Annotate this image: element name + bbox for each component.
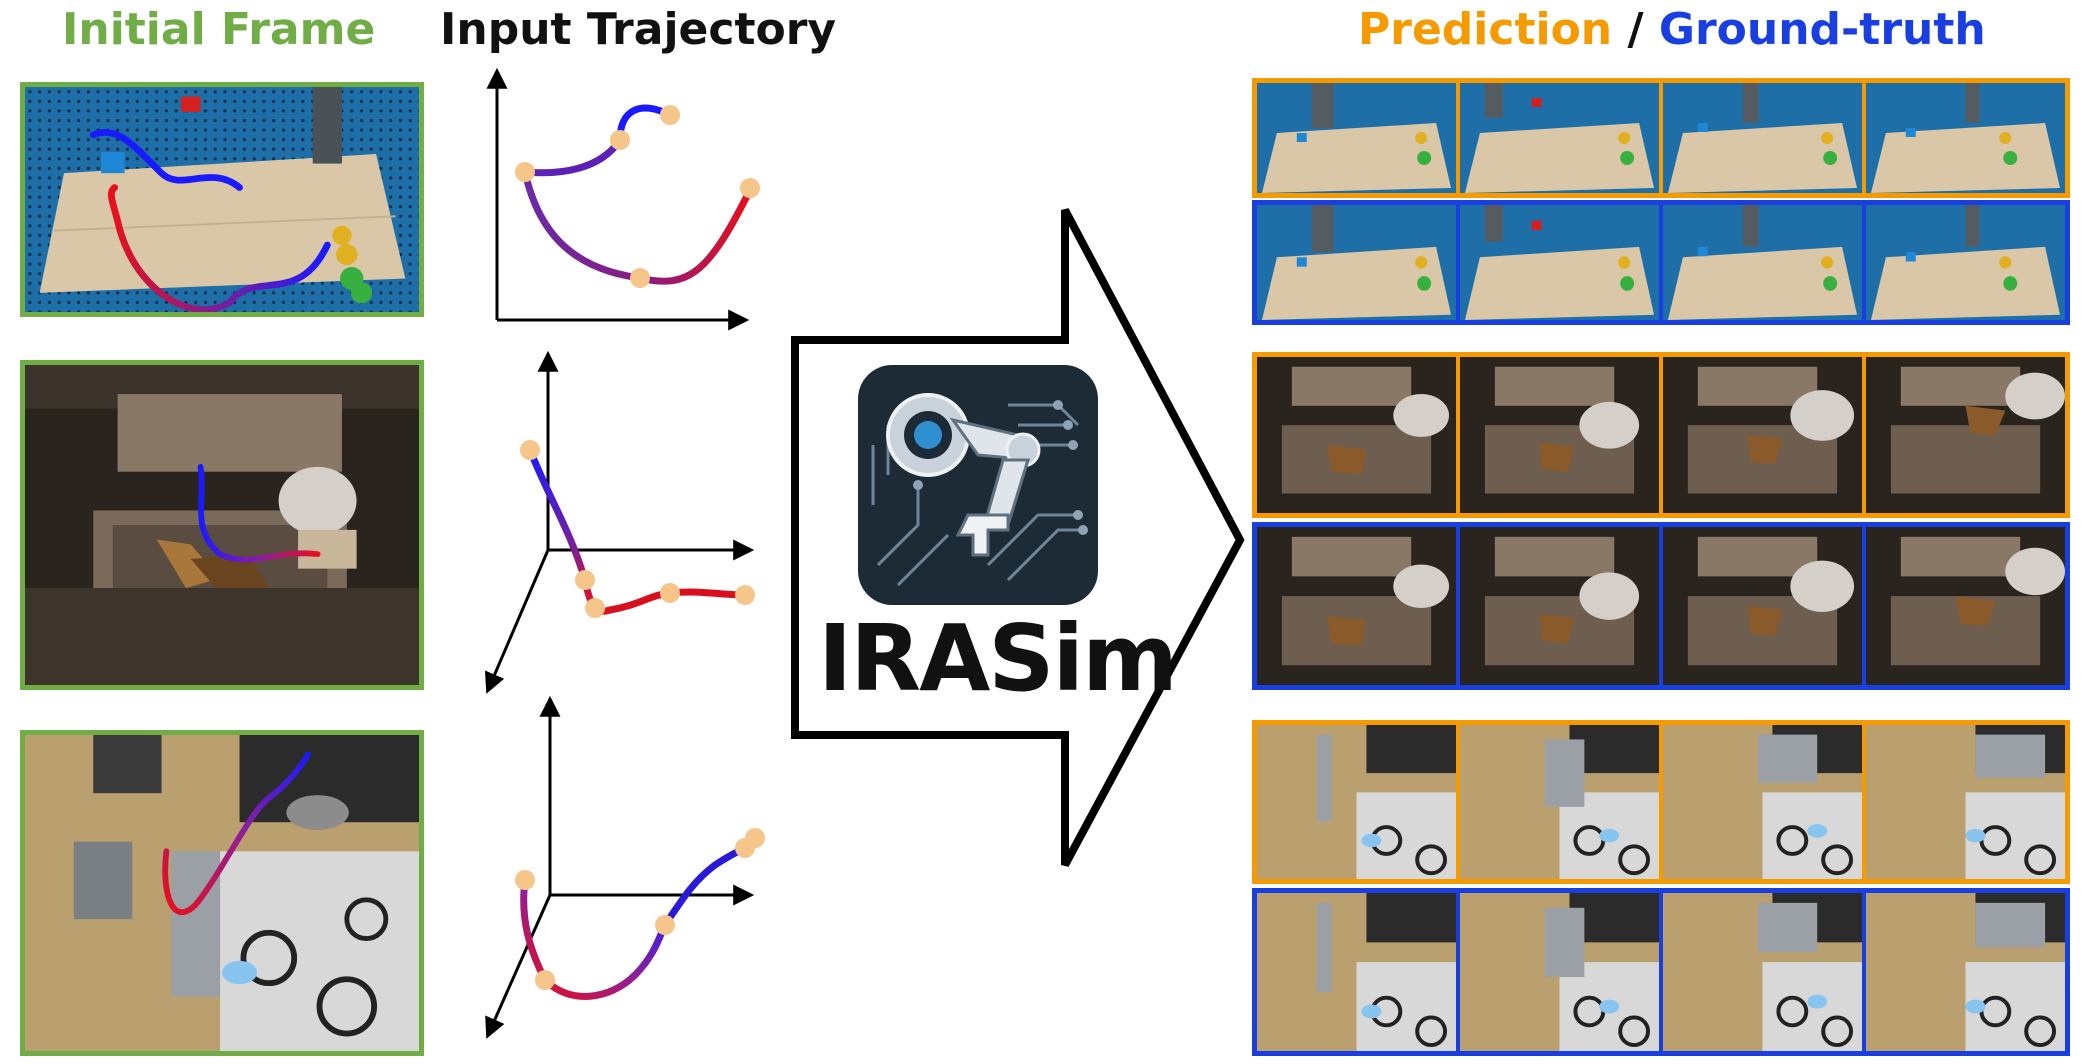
initial-frame-title: Initial Frame <box>62 4 376 55</box>
frame-strip <box>1257 527 2065 685</box>
waypoint <box>585 598 605 618</box>
prediction-label: Prediction <box>1358 4 1613 55</box>
waypoints <box>515 105 760 288</box>
groundtruth-frame <box>1862 205 2065 320</box>
waypoint <box>660 583 680 603</box>
prediction-frame <box>1659 83 1862 193</box>
groundtruth-frame <box>1456 527 1659 685</box>
irasim-logo <box>858 365 1098 605</box>
input-trajectory-label: Input Trajectory <box>440 4 837 55</box>
initial-frame-label: Initial Frame <box>62 4 376 55</box>
y-axis <box>484 549 550 694</box>
frame-strip <box>1257 893 2065 1051</box>
prediction-frame <box>1862 357 2065 513</box>
waypoints <box>520 440 755 618</box>
waypoint <box>655 915 675 935</box>
trajectory-curve <box>521 136 624 177</box>
prediction-strip-kitchen <box>1252 720 2070 884</box>
groundtruth-strip-tabletop <box>1252 200 2070 325</box>
trajectory-plot-2d <box>486 67 760 331</box>
y-axis <box>485 894 552 1039</box>
waypoint <box>515 870 535 890</box>
waypoint <box>575 570 595 590</box>
groundtruth-frame <box>1456 205 1659 320</box>
tabletop-scene-image <box>25 87 419 312</box>
trajectory-curve <box>521 168 754 285</box>
trajectory-plots <box>484 67 765 1039</box>
groundtruth-strip-drawer <box>1252 522 2070 690</box>
frame-strip <box>1257 205 2065 320</box>
trajectory-plot-3d-a <box>484 350 755 694</box>
prediction-frame <box>1456 357 1659 513</box>
irasim-wordmark: IRASim <box>818 605 1178 712</box>
groundtruth-frame <box>1862 527 2065 685</box>
waypoint <box>520 440 540 460</box>
prediction-frame <box>1659 725 1862 879</box>
prediction-frame <box>1659 357 1862 513</box>
prediction-frame <box>1456 725 1659 879</box>
drawer-scene-image <box>25 365 419 685</box>
initial-frame-kitchen <box>20 730 424 1056</box>
groundtruth-frame <box>1257 527 1456 685</box>
prediction-groundtruth-title: Prediction / Ground-truth <box>1358 4 1986 55</box>
waypoint <box>735 585 755 605</box>
waypoint <box>535 970 555 990</box>
groundtruth-strip-kitchen <box>1252 888 2070 1056</box>
groundtruth-frame <box>1659 893 1862 1051</box>
waypoint <box>745 828 765 848</box>
kitchen-scene-image <box>25 735 419 1051</box>
waypoint <box>740 178 760 198</box>
groundtruth-frame <box>1257 893 1456 1051</box>
prediction-frame <box>1257 357 1456 513</box>
groundtruth-frame <box>1659 205 1862 320</box>
trajectory-curve <box>526 446 614 615</box>
prediction-frame <box>1862 83 2065 193</box>
frame-strip <box>1257 357 2065 513</box>
prediction-frame <box>1257 83 1456 193</box>
robot-arm-circuit-icon <box>871 393 1088 587</box>
waypoint <box>630 268 650 288</box>
groundtruth-frame <box>1862 893 2065 1051</box>
input-trajectory-title: Input Trajectory <box>440 4 837 55</box>
groundtruth-frame <box>1659 527 1862 685</box>
groundtruth-frame <box>1257 205 1456 320</box>
trajectory-curve <box>661 841 756 929</box>
trajectory-plot-3d-b <box>485 695 765 1039</box>
groundtruth-frame <box>1456 893 1659 1051</box>
frame-strip <box>1257 83 2065 193</box>
ground-truth-label: Ground-truth <box>1658 4 1986 55</box>
prediction-strip-drawer <box>1252 352 2070 518</box>
prediction-frame <box>1862 725 2065 879</box>
prediction-frame <box>1456 83 1659 193</box>
initial-frame-tabletop <box>20 82 424 317</box>
initial-frame-drawer <box>20 360 424 690</box>
title-separator: / <box>1612 4 1659 55</box>
prediction-strip-tabletop <box>1252 78 2070 198</box>
waypoint <box>660 105 680 125</box>
prediction-frame <box>1257 725 1456 879</box>
waypoints <box>515 828 765 990</box>
trajectory-curve <box>520 876 669 1000</box>
frame-strip <box>1257 725 2065 879</box>
waypoint <box>515 162 535 182</box>
waypoint <box>610 130 630 150</box>
